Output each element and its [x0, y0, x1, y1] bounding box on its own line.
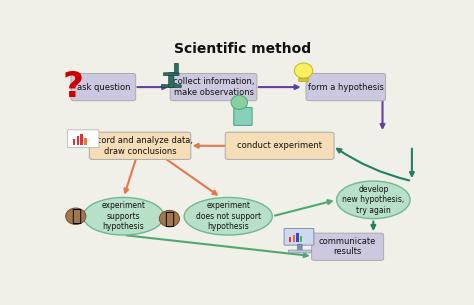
- FancyBboxPatch shape: [161, 85, 181, 88]
- Text: Scientific method: Scientific method: [174, 42, 311, 56]
- FancyBboxPatch shape: [234, 108, 252, 125]
- FancyBboxPatch shape: [71, 74, 136, 101]
- Text: experiment
supports
hypothesis: experiment supports hypothesis: [101, 201, 146, 231]
- Text: collect information,
make observations: collect information, make observations: [173, 77, 254, 97]
- Text: communicate
results: communicate results: [319, 237, 376, 257]
- FancyBboxPatch shape: [164, 73, 179, 76]
- FancyBboxPatch shape: [84, 138, 87, 145]
- FancyBboxPatch shape: [67, 130, 99, 148]
- Ellipse shape: [294, 63, 313, 78]
- Ellipse shape: [66, 208, 86, 224]
- FancyBboxPatch shape: [225, 132, 334, 160]
- FancyBboxPatch shape: [299, 78, 308, 81]
- FancyBboxPatch shape: [174, 63, 178, 73]
- Ellipse shape: [83, 197, 164, 235]
- FancyBboxPatch shape: [306, 74, 385, 101]
- Ellipse shape: [159, 210, 180, 227]
- Text: develop
new hypothesis,
try again: develop new hypothesis, try again: [342, 185, 404, 215]
- Text: record and analyze data,
draw conclusions: record and analyze data, draw conclusion…: [88, 136, 192, 156]
- FancyBboxPatch shape: [169, 73, 174, 87]
- Text: 👎: 👎: [164, 210, 174, 228]
- Ellipse shape: [231, 95, 247, 109]
- Text: conduct experiment: conduct experiment: [237, 141, 322, 150]
- FancyBboxPatch shape: [284, 228, 314, 245]
- Text: form a hypothesis: form a hypothesis: [308, 83, 384, 92]
- FancyBboxPatch shape: [76, 136, 79, 145]
- Text: 👍: 👍: [71, 207, 81, 225]
- FancyBboxPatch shape: [289, 237, 292, 242]
- Text: experiment
does not support
hypothesis: experiment does not support hypothesis: [196, 201, 261, 231]
- FancyBboxPatch shape: [298, 244, 302, 250]
- Ellipse shape: [184, 197, 272, 235]
- FancyBboxPatch shape: [289, 250, 311, 253]
- FancyBboxPatch shape: [292, 235, 295, 242]
- Ellipse shape: [337, 181, 410, 219]
- Text: ask question: ask question: [77, 83, 130, 92]
- FancyBboxPatch shape: [90, 132, 191, 160]
- FancyBboxPatch shape: [170, 74, 257, 101]
- FancyBboxPatch shape: [73, 139, 75, 145]
- FancyBboxPatch shape: [80, 134, 83, 145]
- FancyBboxPatch shape: [300, 236, 302, 242]
- FancyBboxPatch shape: [311, 233, 383, 260]
- Text: ?: ?: [63, 70, 84, 104]
- FancyBboxPatch shape: [296, 233, 299, 242]
